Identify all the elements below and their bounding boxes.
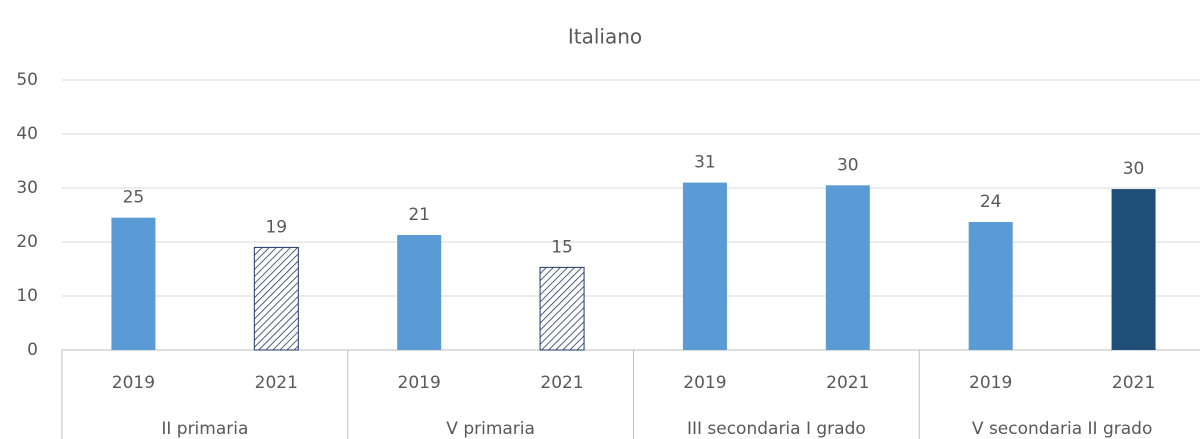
y-tick-label: 50 xyxy=(16,70,38,90)
data-label: 15 xyxy=(551,237,573,257)
data-label: 25 xyxy=(123,188,145,208)
group-label: V secondaria II grado xyxy=(972,419,1152,439)
x-tick-label: 2019 xyxy=(969,373,1012,393)
data-label: 30 xyxy=(837,155,859,175)
data-label: 31 xyxy=(694,153,716,173)
chart-title: Italiano xyxy=(568,25,642,49)
group-label: III secondaria I grado xyxy=(687,419,866,439)
y-tick-label: 20 xyxy=(16,232,38,252)
data-label: 24 xyxy=(980,192,1002,212)
data-label: 21 xyxy=(408,205,430,225)
data-label: 19 xyxy=(265,217,287,237)
bar xyxy=(111,217,156,350)
y-tick-label: 0 xyxy=(27,340,38,360)
y-tick-label: 30 xyxy=(16,178,38,198)
bar xyxy=(968,222,1013,350)
bar xyxy=(397,234,442,350)
x-tick-label: 2019 xyxy=(112,373,155,393)
x-tick-label: 2021 xyxy=(255,373,298,393)
bar xyxy=(682,182,727,350)
bar xyxy=(253,246,299,351)
bar xyxy=(1111,189,1156,350)
bar xyxy=(825,185,870,350)
bar xyxy=(539,266,585,351)
group-label: II primaria xyxy=(161,419,248,439)
x-tick-label: 2019 xyxy=(683,373,726,393)
x-tick-label: 2021 xyxy=(826,373,869,393)
x-tick-label: 2019 xyxy=(398,373,441,393)
y-tick-label: 10 xyxy=(16,286,38,306)
y-tick-label: 40 xyxy=(16,124,38,144)
x-tick-label: 2021 xyxy=(1112,373,1155,393)
x-tick-label: 2021 xyxy=(540,373,583,393)
data-label: 30 xyxy=(1123,159,1145,179)
group-label: V primaria xyxy=(446,419,535,439)
